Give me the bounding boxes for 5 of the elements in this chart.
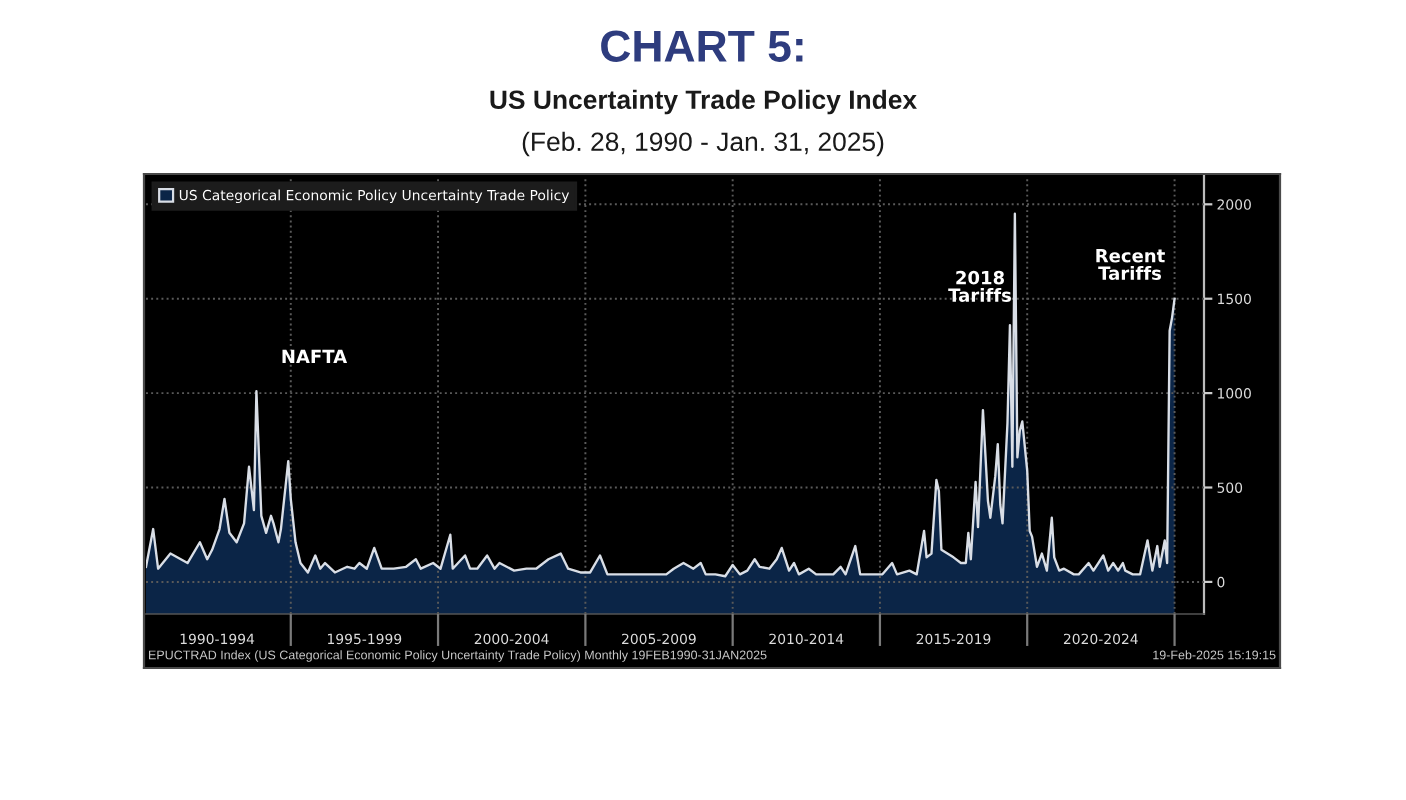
chart-title: CHART 5: — [601, 30, 803, 62]
annotation: Recent Tariffs — [1096, 249, 1165, 280]
annotation: 2018 Tariffs — [948, 270, 1012, 302]
annotation: NAFTA — [282, 349, 348, 363]
chart-subtitle: US Uncertainty Trade Policy Index (Feb. 28, 1990 - Jan. 31, 2025) — [490, 89, 917, 157]
